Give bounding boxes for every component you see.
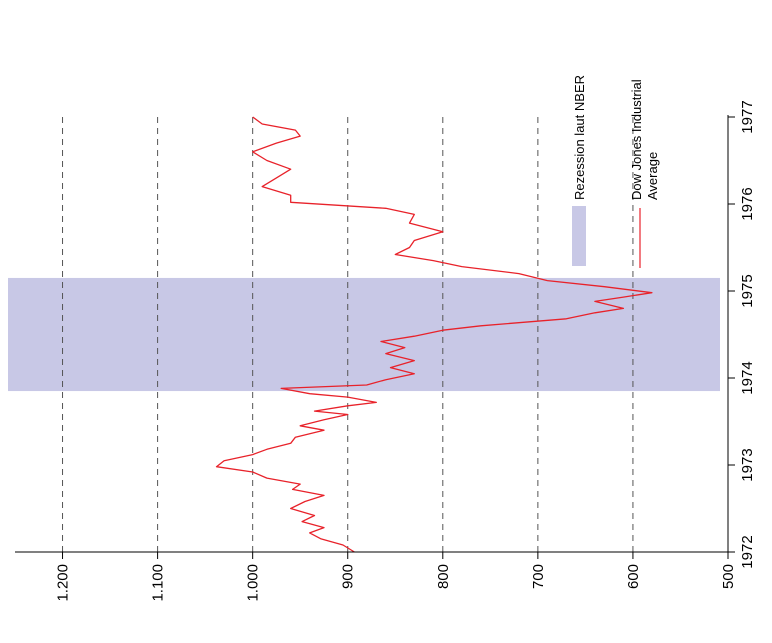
recession-band <box>8 277 720 392</box>
series-line <box>215 116 653 553</box>
tick-layer: 500 600 700 800 900 1.000 1.100 1.200 1972 1973 19… <box>55 100 756 601</box>
value-tick-label: 500 <box>720 564 737 589</box>
legend: Rezession laut NBER Dow Jones Industrial… <box>572 75 660 268</box>
legend-recession-swatch <box>572 206 586 266</box>
value-tick-label: 700 <box>530 564 547 589</box>
legend-dow-label-line2: Average <box>645 152 660 200</box>
recession-band-layer <box>8 277 720 392</box>
time-tick-label: 1977 <box>739 100 756 133</box>
value-tick-label: 1.000 <box>245 564 262 602</box>
time-tick-label: 1975 <box>739 274 756 307</box>
series-layer <box>215 116 653 553</box>
time-tick-label: 1976 <box>739 187 756 220</box>
value-tick-label: 800 <box>435 564 452 589</box>
time-tick-label: 1972 <box>739 535 756 568</box>
value-tick-label: 1.100 <box>150 564 167 602</box>
legend-recession-label: Rezession laut NBER <box>572 75 587 200</box>
time-tick-label: 1973 <box>739 448 756 481</box>
value-tick-label: 600 <box>625 564 642 589</box>
value-tick-label: 900 <box>340 564 357 589</box>
axes-layer <box>15 115 729 553</box>
time-tick-label: 1974 <box>739 361 756 394</box>
value-tick-label: 1.200 <box>55 564 72 602</box>
legend-dow-label-line1: Dow Jones Industrial <box>629 79 644 200</box>
